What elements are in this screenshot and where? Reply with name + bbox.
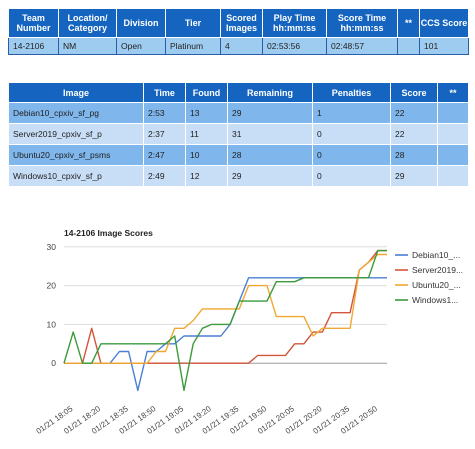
cell-score: 29 xyxy=(390,165,438,187)
cell-play-time: 02:53:56 xyxy=(262,37,327,55)
cell-score: 22 xyxy=(390,123,438,145)
cell-image-name: Ubuntu20_cpxiv_sf_psms xyxy=(8,144,144,166)
header-score: Score xyxy=(390,82,438,103)
header-ccs-score: CCS Score xyxy=(419,8,469,38)
cell-penalties: 1 xyxy=(312,102,391,124)
cell-found: 12 xyxy=(185,165,228,187)
cell-time: 2:47 xyxy=(143,144,186,166)
cell-scored-images: 4 xyxy=(220,37,263,55)
cell-penalties: 0 xyxy=(312,165,391,187)
header-team-number: Team Number xyxy=(8,8,59,38)
cell-remaining: 29 xyxy=(227,165,313,187)
legend-label: Windows1... xyxy=(412,295,458,305)
y-tick-label: 10 xyxy=(47,319,57,329)
cell-time: 2:49 xyxy=(143,165,186,187)
cell-penalties: 0 xyxy=(312,123,391,145)
legend-label: Ubuntu20_... xyxy=(412,280,461,290)
cell-image-name: Debian10_cpxiv_sf_pg xyxy=(8,102,144,124)
cell-division: Open xyxy=(116,37,166,55)
cell-warnings xyxy=(437,144,469,166)
cell-remaining: 31 xyxy=(227,123,313,145)
image-scores-table: Image Time Found Remaining Penalties Sco… xyxy=(8,82,469,187)
series-line xyxy=(64,249,387,364)
legend-label: Debian10_... xyxy=(412,250,460,260)
legend-label: Server2019... xyxy=(412,265,463,275)
team-row: 14-2106 NM Open Platinum 4 02:53:56 02:4… xyxy=(8,37,469,55)
y-tick-label: 20 xyxy=(47,281,57,291)
cell-remaining: 28 xyxy=(227,144,313,166)
cell-score: 22 xyxy=(390,102,438,124)
cell-warnings xyxy=(437,165,469,187)
header-location-category: Location/ Category xyxy=(58,8,117,38)
cell-ccs-score: 101 xyxy=(419,37,469,55)
cell-penalties: 0 xyxy=(312,144,391,166)
header-penalties: Penalties xyxy=(312,82,391,103)
header-image: Image xyxy=(8,82,144,103)
header-remaining: Remaining xyxy=(227,82,313,103)
series-line xyxy=(64,277,387,392)
cell-image-name: Server2019_cpxiv_sf_p xyxy=(8,123,144,145)
header-division: Division xyxy=(116,8,166,38)
table-row: Debian10_cpxiv_sf_pg 2:53 13 29 1 22 xyxy=(8,102,469,124)
cell-score-time: 02:48:57 xyxy=(326,37,398,55)
table-row: Windows10_cpxiv_sf_p 2:49 12 29 0 29 xyxy=(8,165,469,187)
cell-found: 13 xyxy=(185,102,228,124)
cell-warnings xyxy=(437,123,469,145)
header-scored-images: Scored Images xyxy=(220,8,263,38)
table-row: Server2019_cpxiv_sf_p 2:37 11 31 0 22 xyxy=(8,123,469,145)
y-tick-label: 0 xyxy=(51,358,56,368)
cell-location: NM xyxy=(58,37,117,55)
header-time: Time xyxy=(143,82,186,103)
team-summary-table: Team Number Location/ Category Division … xyxy=(8,8,469,55)
header-score-time: Score Time hh:mm:ss xyxy=(326,8,398,38)
chart-title: 14-2106 Image Scores xyxy=(64,228,153,238)
cell-found: 10 xyxy=(185,144,228,166)
cell-warnings xyxy=(397,37,420,55)
image-table-header-row: Image Time Found Remaining Penalties Sco… xyxy=(8,82,469,103)
cell-warnings xyxy=(437,102,469,124)
cell-team-number: 14-2106 xyxy=(8,37,59,55)
cell-time: 2:37 xyxy=(143,123,186,145)
cell-time: 2:53 xyxy=(143,102,186,124)
cell-remaining: 29 xyxy=(227,102,313,124)
y-tick-label: 30 xyxy=(47,242,57,252)
cell-image-name: Windows10_cpxiv_sf_p xyxy=(8,165,144,187)
cell-tier: Platinum xyxy=(165,37,221,55)
header-play-time: Play Time hh:mm:ss xyxy=(262,8,327,38)
series-line xyxy=(64,253,387,364)
team-table-header-row: Team Number Location/ Category Division … xyxy=(8,8,469,38)
table-row: Ubuntu20_cpxiv_sf_psms 2:47 10 28 0 28 xyxy=(8,144,469,166)
header-tier: Tier xyxy=(165,8,221,38)
cell-found: 11 xyxy=(185,123,228,145)
header-warnings: ** xyxy=(397,8,420,38)
cell-score: 28 xyxy=(390,144,438,166)
series-line xyxy=(63,249,387,392)
header-found: Found xyxy=(185,82,228,103)
header-image-warnings: ** xyxy=(437,82,469,103)
